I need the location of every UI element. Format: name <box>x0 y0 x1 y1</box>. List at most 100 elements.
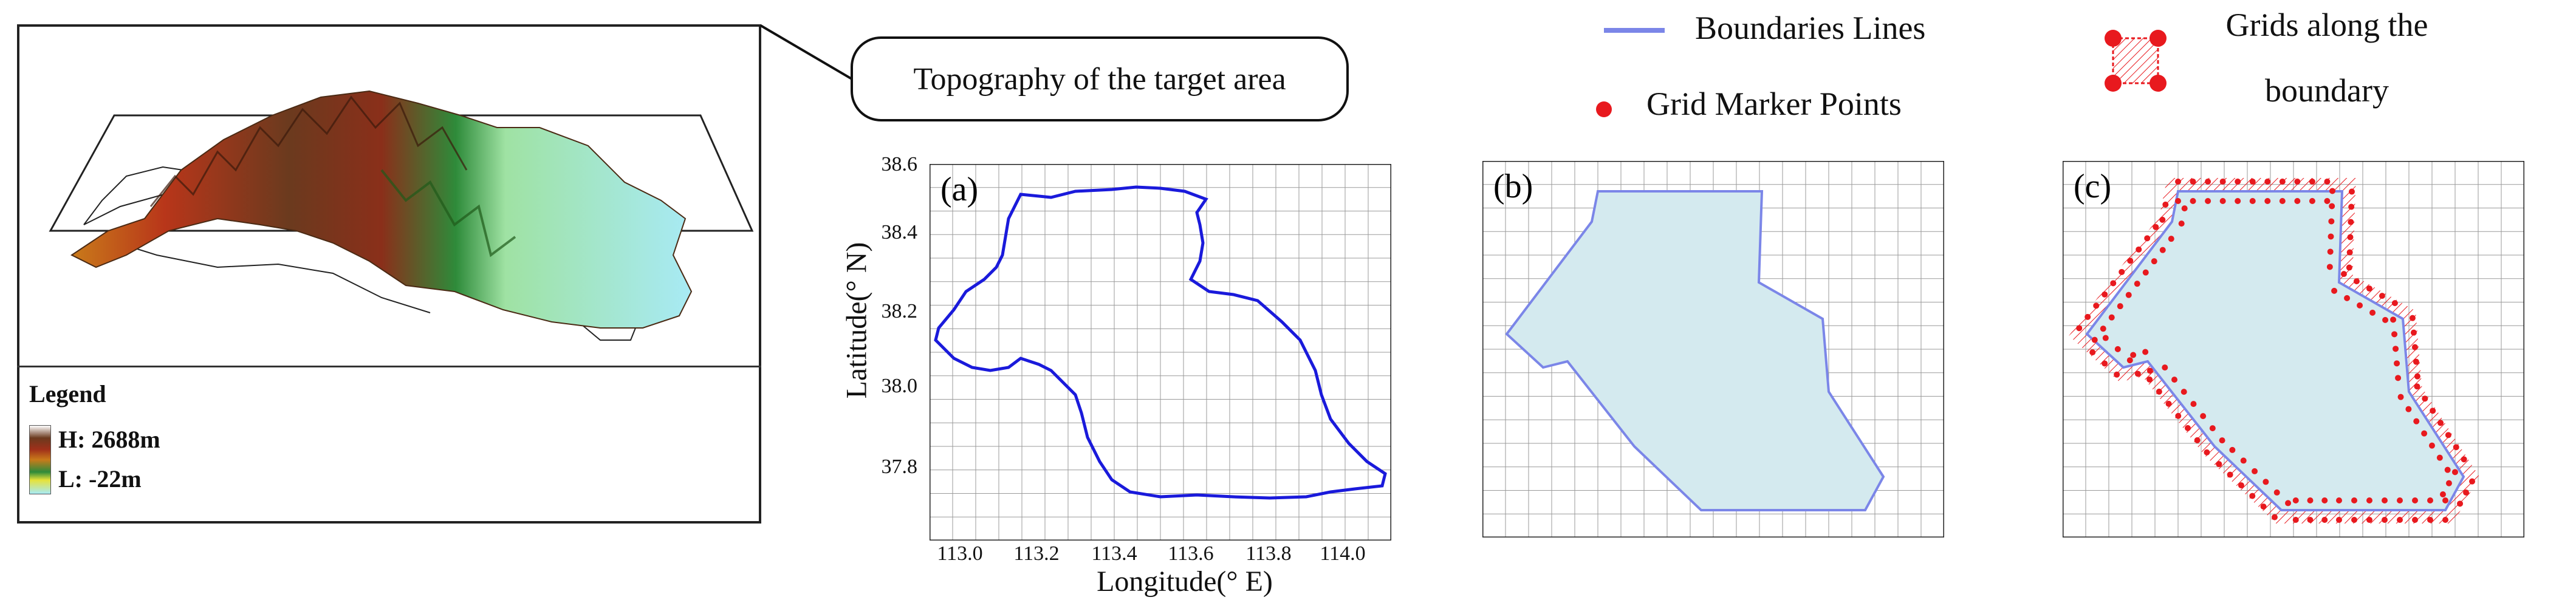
plot-b: (b) <box>1482 161 1944 537</box>
grid-marker-point <box>2175 179 2181 185</box>
grid-marker-point <box>2271 514 2278 520</box>
grid-marker-point <box>2091 336 2098 343</box>
grid-marker-point <box>2159 216 2166 223</box>
grid-marker-point <box>2146 376 2153 383</box>
grid-marker-point <box>2127 258 2134 264</box>
grid-marker-point <box>2146 367 2153 374</box>
grid-marker-point <box>2162 364 2168 371</box>
grid-marker-point <box>2175 412 2182 419</box>
grid-marker-point <box>2130 352 2137 358</box>
grid-marker-point <box>2204 449 2210 455</box>
legend-grid-marker-points: Grid Marker Points <box>1646 86 1902 122</box>
grid-marker-point <box>2089 349 2096 356</box>
grid-marker-point <box>2285 500 2292 507</box>
grid-marker-point <box>2344 295 2351 301</box>
legend-high-value: H: 2688m <box>58 426 160 453</box>
grid-marker-point <box>2180 389 2187 395</box>
grid-marker-point <box>2412 517 2418 523</box>
grid-marker-point <box>2181 205 2188 212</box>
x-tick: 113.8 <box>1245 542 1292 565</box>
marker-point-swatch <box>1596 101 1612 117</box>
x-axis-label: Longitude(° E) <box>1097 565 1273 598</box>
terrain-surface <box>70 90 693 329</box>
grid-marker-point <box>2453 444 2459 451</box>
y-tick: 38.2 <box>881 300 918 322</box>
grid-marker-point <box>2366 497 2372 503</box>
panel-c-tag: (c) <box>2074 168 2111 205</box>
grid-marker-point <box>2144 235 2151 242</box>
legend-low-value: L: -22m <box>58 465 142 493</box>
grid-marker-point <box>2442 497 2448 503</box>
grid-marker-point <box>2328 218 2335 225</box>
grid-marker-point <box>2175 198 2181 204</box>
grid-marker-point <box>2395 375 2402 381</box>
grid-marker-point <box>2445 480 2452 486</box>
grid-marker-point <box>2190 198 2196 204</box>
grid-marker-point <box>2397 517 2403 523</box>
grid-marker-point <box>2346 264 2352 271</box>
grid-marker-point <box>2394 360 2400 367</box>
y-tick: 37.8 <box>881 455 918 478</box>
x-tick: 113.2 <box>1013 542 1060 565</box>
grid-marker-point <box>2264 198 2271 204</box>
grid-marker-point <box>2292 497 2299 503</box>
grid-marker-point <box>2437 420 2444 426</box>
grid-marker-point <box>2412 497 2418 503</box>
grid-marker-point <box>2279 198 2286 204</box>
boundary-polygon-b <box>1505 190 1885 511</box>
grid-marker-point <box>2321 497 2328 503</box>
grid-marker-point <box>2110 280 2117 287</box>
plot-a: (a) <box>930 164 1391 541</box>
grid-marker-point <box>2351 497 2357 503</box>
grid-marker-point <box>2340 271 2347 278</box>
legend-grids-along-line2: boundary <box>2265 72 2389 109</box>
grid-marker-point <box>2093 302 2100 309</box>
grid-marker-point <box>2229 446 2236 453</box>
grid-marker-point <box>2357 302 2363 309</box>
grid-marker-point <box>2309 179 2315 185</box>
grid-marker-point <box>2190 401 2197 408</box>
grid-marker-point <box>2184 425 2191 431</box>
grid-marker-point <box>2413 358 2419 365</box>
grid-marker-point <box>2136 246 2142 253</box>
grid-marker-point <box>2209 425 2216 432</box>
grid-marker-point <box>2084 313 2091 320</box>
grid-marker-point <box>2413 418 2420 425</box>
grid-marker-point <box>2436 454 2443 461</box>
grid-marker-point <box>2390 316 2397 323</box>
grid-marker-point <box>2216 461 2222 468</box>
grid-marker-point <box>2165 400 2172 407</box>
legend-grids-along-line1: Grids along the <box>2225 7 2428 43</box>
grid-marker-point <box>2119 268 2125 275</box>
grid-marker-point <box>2430 408 2436 414</box>
grid-marker-point <box>2252 468 2258 474</box>
y-tick: 38.4 <box>881 221 918 244</box>
grid-marker-point <box>2324 198 2331 204</box>
grid-marker-point <box>2336 497 2342 503</box>
grid-marker-point <box>2159 247 2166 253</box>
grid-marker-point <box>2439 491 2446 498</box>
grid-marker-point <box>2102 360 2108 367</box>
grid-marker-point <box>2326 264 2333 270</box>
grid-marker-point <box>2168 236 2174 242</box>
grid-marker-point <box>2153 223 2159 230</box>
grid-marker-point <box>2205 198 2211 204</box>
grid-marker-point <box>2249 179 2256 185</box>
grid-marker-point <box>2369 309 2376 316</box>
legend-divider <box>17 366 761 367</box>
grid-marker-point <box>2279 179 2286 185</box>
grid-marker-point <box>2391 331 2398 338</box>
grid-marker-point <box>2142 349 2149 355</box>
grid-marker-point <box>2328 233 2334 240</box>
grid-marker-point <box>2329 203 2335 210</box>
grid-marker-point <box>2273 489 2280 496</box>
grid-marker-point <box>2260 503 2267 510</box>
grid-cell-swatch <box>2105 30 2167 92</box>
grid-marker-point <box>2263 479 2269 485</box>
panel-b-tag: (b) <box>1493 168 1533 205</box>
grid-marker-point <box>2264 179 2271 185</box>
grid-marker-point <box>2194 437 2201 443</box>
grid-marker-point <box>2414 373 2420 380</box>
grid-marker-point <box>2151 258 2157 265</box>
grid-marker-point <box>2414 383 2420 390</box>
